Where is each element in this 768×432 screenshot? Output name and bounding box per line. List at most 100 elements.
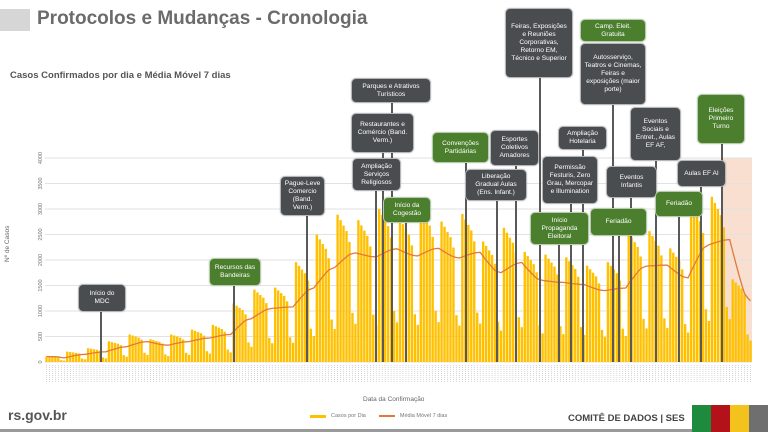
bar [523, 251, 526, 362]
annotation-campanha-gratuita: Camp. Eleit. Gratuita [580, 19, 646, 42]
annotation-propaganda-eleitoral: Início Propaganda Eleitoral [530, 212, 589, 245]
bar [660, 255, 663, 362]
bar [297, 265, 301, 362]
bar [666, 328, 669, 362]
bar [57, 357, 60, 362]
bar [511, 242, 515, 362]
bar [487, 250, 491, 362]
bar [621, 328, 624, 362]
bar [449, 237, 452, 362]
bar [695, 215, 699, 362]
annotation-eventos-sociais: Eventos Sociais e Entret., Aulas EF AF, [630, 107, 681, 161]
bar [461, 213, 464, 362]
annotation-pin [700, 186, 702, 362]
annotation-autosservico: Autosserviço, Teatros e Cinemas, Feiras … [580, 43, 646, 105]
annotation-parques: Parques e Atrativos Turísticos [351, 78, 431, 103]
bar [351, 312, 354, 362]
bar [431, 236, 434, 362]
annotation-pin [405, 222, 407, 362]
bar [241, 309, 244, 362]
legend-label-line: Média Móvel 7 dias [399, 413, 448, 419]
bar [476, 312, 479, 362]
annotation-pin [496, 200, 498, 362]
bar [704, 309, 708, 362]
annotation-pin [678, 216, 680, 362]
bar [360, 225, 363, 362]
bar [419, 208, 422, 362]
annotation-pin [618, 235, 620, 362]
annotation-pin [582, 149, 584, 362]
bar [692, 209, 696, 362]
bar [410, 245, 414, 362]
bar [327, 258, 330, 362]
bar [303, 273, 307, 362]
bar [582, 334, 586, 362]
bar [701, 232, 705, 362]
bar [125, 356, 128, 362]
bar [651, 236, 654, 362]
annotation-pin [233, 285, 235, 362]
annotation-festuris: Permissão Festuris, Zero Grau, Mercopar … [542, 156, 598, 204]
bar [217, 327, 220, 362]
bar [271, 343, 274, 362]
bar [636, 246, 639, 362]
bar [681, 269, 684, 362]
bar [467, 224, 470, 362]
bar [422, 214, 425, 362]
site-url: rs.gov.br [8, 407, 67, 423]
bar [689, 203, 693, 362]
bar [60, 360, 63, 362]
bar [749, 340, 752, 362]
bar [481, 241, 485, 362]
bar [190, 329, 194, 362]
bar [288, 337, 292, 362]
annotation-restaurantes: Restaurantes e Comércio (Band. Verm.) [351, 113, 414, 153]
bar [372, 314, 375, 362]
bar [51, 356, 54, 362]
bar [80, 358, 84, 362]
bar [279, 293, 283, 362]
bar [92, 349, 96, 362]
bar [484, 245, 488, 362]
page-title: Protocolos e Mudanças - Cronologia [37, 8, 368, 29]
bar [743, 294, 746, 362]
bar [597, 283, 601, 362]
bar [591, 272, 595, 362]
bar [657, 245, 660, 362]
bar [107, 341, 111, 362]
bar [268, 337, 271, 362]
bar [574, 268, 577, 362]
bar [547, 258, 550, 362]
bar [746, 334, 749, 362]
bar [425, 219, 428, 362]
bar [128, 334, 131, 362]
bar [648, 231, 651, 362]
bar [577, 276, 580, 362]
bar [508, 237, 512, 362]
x-axis-label: Data da Confirmação [363, 396, 425, 403]
bar [315, 234, 318, 362]
annotation-eventos-infantis: Eventos Infantis [606, 166, 657, 198]
annotation-pin [382, 152, 384, 362]
bar [363, 230, 366, 362]
bar [77, 353, 81, 362]
bar [321, 244, 324, 362]
bar [434, 310, 437, 362]
bar [214, 326, 217, 362]
bar [639, 256, 642, 362]
moving-average-line [46, 238, 751, 359]
bar [633, 242, 636, 362]
bar [75, 352, 78, 362]
bar [520, 327, 523, 362]
bar [383, 220, 387, 362]
annotation-hotelaria: Ampliação Hotelaria [558, 126, 607, 150]
bar [609, 265, 613, 362]
bar [122, 355, 125, 362]
bar [716, 209, 720, 362]
bar [152, 340, 155, 362]
bar [116, 343, 119, 362]
annotation-feriadao-1: Feriadão [590, 208, 647, 236]
legend-label-bars: Casos por Dia [331, 413, 366, 419]
bar [161, 343, 164, 362]
bar [63, 360, 66, 362]
